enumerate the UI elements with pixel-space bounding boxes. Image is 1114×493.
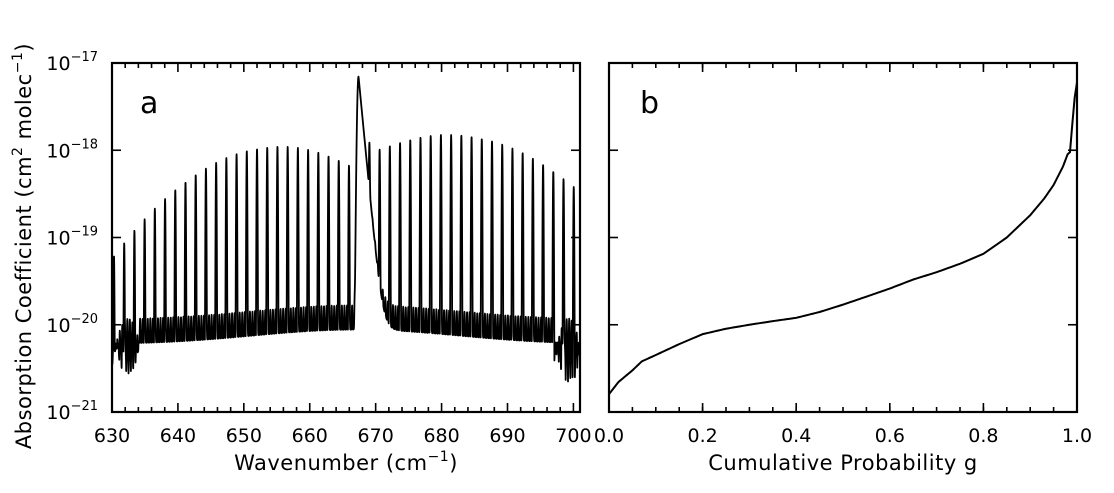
panel-b-ticks (608, 62, 1078, 413)
absorption-spectrum-line (111, 75, 581, 383)
panel-b: 0.0 0.2 0.4 0.6 0.8 1.0 b Cumulative Probabil… (594, 61, 1092, 475)
x-tick-label: 640 (160, 425, 196, 447)
panel-a-ticks (111, 62, 580, 413)
panel-a-x-tick-labels: 630 640 650 660 670 680 690 700 (94, 425, 592, 447)
panel-a-frame (110, 61, 582, 414)
x-tick-label: 0.8 (968, 425, 998, 447)
panel-b-x-axis-title: Cumulative Probability g (708, 451, 978, 475)
x-tick-label: 680 (423, 425, 459, 447)
x-tick-label: 0.2 (687, 425, 717, 447)
y-tick-label: 10−20 (46, 312, 98, 337)
x-tick-label: 690 (489, 425, 525, 447)
panel-a: 630 640 650 660 670 680 690 700 10−21 10−20 10−19… (46, 50, 591, 475)
cumulative-k-distribution-line (608, 82, 1078, 395)
panel-a-y-tick-labels: 10−21 10−20 10−19 10−18 10−17 (46, 50, 98, 424)
y-tick-label: 10−18 (46, 137, 98, 162)
panel-b-x-tick-labels: 0.0 0.2 0.4 0.6 0.8 1.0 (594, 425, 1092, 447)
panel-a-label: a (140, 86, 158, 121)
y-tick-label: 10−21 (46, 399, 98, 424)
x-tick-label: 650 (226, 425, 262, 447)
y-tick-label: 10−17 (46, 50, 98, 75)
panel-a-x-axis-title: Wavenumber (cm−1) (234, 449, 458, 475)
x-tick-label: 630 (94, 425, 130, 447)
x-tick-label: 1.0 (1062, 425, 1092, 447)
x-tick-label: 0.0 (594, 425, 624, 447)
x-tick-label: 0.4 (781, 425, 811, 447)
x-tick-label: 660 (292, 425, 328, 447)
panel-b-label: b (640, 86, 659, 121)
svg-text:Absorption Coefficient (cm2 mo: Absorption Coefficient (cm2 molec−1) (10, 43, 36, 449)
y-axis-title: Absorption Coefficient (cm2 molec−1) (10, 43, 36, 449)
x-tick-label: 670 (358, 425, 394, 447)
x-tick-label: 0.6 (875, 425, 905, 447)
y-tick-label: 10−19 (46, 225, 98, 250)
x-tick-label: 700 (555, 425, 591, 447)
